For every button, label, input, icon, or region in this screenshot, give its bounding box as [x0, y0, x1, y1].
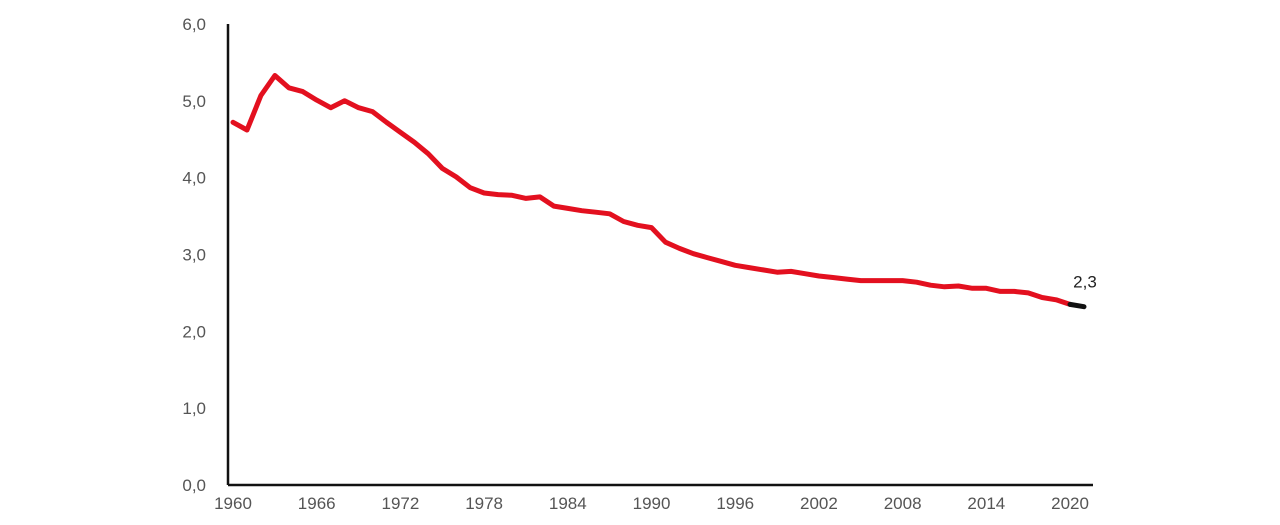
y-tick-label: 2,0: [182, 322, 206, 341]
series-line: [230, 73, 1073, 307]
y-tick-label: 6,0: [182, 15, 206, 34]
value-annotation: 2,3: [1073, 273, 1097, 292]
x-tick-label: 1984: [549, 494, 587, 513]
x-tick-label: 1978: [465, 494, 503, 513]
x-tick-label: 1996: [716, 494, 754, 513]
y-tick-label: 5,0: [182, 92, 206, 111]
y-tick-label: 3,0: [182, 246, 206, 265]
x-tick-label: 1990: [633, 494, 671, 513]
x-tick-label: 2014: [967, 494, 1005, 513]
x-axis-ticks: 1960 1966 1972 1978 1984 1990 1996 2002 2008 2014…: [214, 494, 1089, 513]
series-group: [230, 73, 1087, 310]
series-last-segment: [1067, 301, 1087, 310]
x-tick-label: 1972: [381, 494, 419, 513]
x-tick-label: 1966: [298, 494, 336, 513]
y-tick-label: 1,0: [182, 399, 206, 418]
y-axis-ticks: 0,0 1,0 2,0 3,0 4,0 5,0 6,0: [182, 15, 206, 495]
x-tick-label: 2020: [1051, 494, 1089, 513]
annotations: 2,3: [1073, 273, 1097, 292]
x-tick-label: 1960: [214, 494, 252, 513]
y-tick-label: 4,0: [182, 169, 206, 188]
y-tick-label: 0,0: [182, 476, 206, 495]
x-tick-label: 2002: [800, 494, 838, 513]
x-tick-label: 2008: [884, 494, 922, 513]
